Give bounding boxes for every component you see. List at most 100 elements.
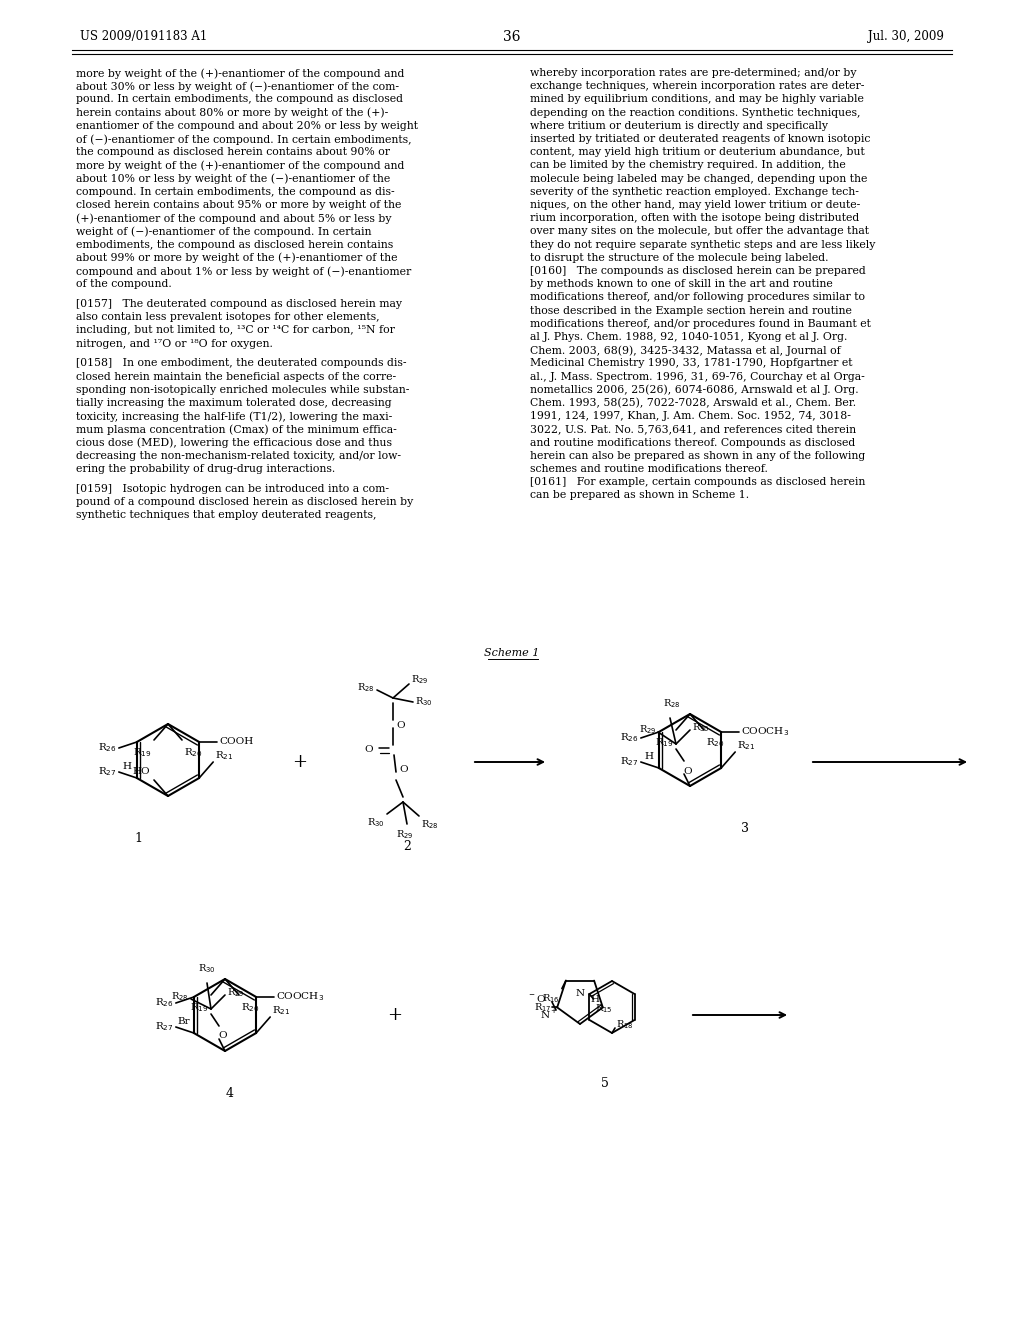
Text: R$_{21}$: R$_{21}$: [215, 750, 233, 763]
Text: Jul. 30, 2009: Jul. 30, 2009: [868, 30, 944, 44]
Text: R$_{29}$: R$_{29}$: [639, 723, 656, 737]
Text: herein contains about 80% or more by weight of the (+)-: herein contains about 80% or more by wei…: [76, 108, 388, 119]
Text: tially increasing the maximum tolerated dose, decreasing: tially increasing the maximum tolerated …: [76, 399, 391, 408]
Text: (+)-enantiomer of the compound and about 5% or less by: (+)-enantiomer of the compound and about…: [76, 214, 391, 224]
Text: by methods known to one of skill in the art and routine: by methods known to one of skill in the …: [530, 280, 833, 289]
Text: they do not require separate synthetic steps and are less likely: they do not require separate synthetic s…: [530, 240, 876, 249]
Text: al J. Phys. Chem. 1988, 92, 1040-1051, Kyong et al J. Org.: al J. Phys. Chem. 1988, 92, 1040-1051, K…: [530, 333, 848, 342]
Text: N$^+$: N$^+$: [540, 1007, 558, 1020]
Text: more by weight of the (+)-enantiomer of the compound and: more by weight of the (+)-enantiomer of …: [76, 69, 404, 79]
Text: N: N: [575, 989, 585, 998]
Text: R$_{28}$: R$_{28}$: [664, 697, 681, 710]
Text: R$_{29}$: R$_{29}$: [411, 673, 428, 686]
Text: ering the probability of drug-drug interactions.: ering the probability of drug-drug inter…: [76, 465, 335, 474]
Text: COOH: COOH: [219, 738, 253, 747]
Text: R$_{20}$: R$_{20}$: [706, 737, 725, 748]
Text: Chem. 2003, 68(9), 3425-3432, Matassa et al, Journal of: Chem. 2003, 68(9), 3425-3432, Matassa et…: [530, 346, 841, 356]
Text: R$_{20}$: R$_{20}$: [241, 1001, 260, 1014]
Text: R$_{29}$: R$_{29}$: [396, 828, 414, 841]
Text: H: H: [590, 994, 599, 1003]
Text: R$_{28}$: R$_{28}$: [421, 818, 438, 830]
Text: [0159]   Isotopic hydrogen can be introduced into a com-: [0159] Isotopic hydrogen can be introduc…: [76, 484, 389, 494]
Text: pound. In certain embodiments, the compound as disclosed: pound. In certain embodiments, the compo…: [76, 95, 403, 104]
Text: 4: 4: [226, 1086, 234, 1100]
Text: 5: 5: [601, 1077, 609, 1090]
Text: R$_{26}$: R$_{26}$: [98, 742, 117, 755]
Text: Chem. 1993, 58(25), 7022-7028, Arswald et al., Chem. Ber.: Chem. 1993, 58(25), 7022-7028, Arswald e…: [530, 399, 856, 408]
Text: R$_{18}$: R$_{18}$: [616, 1019, 634, 1031]
Text: compound and about 1% or less by weight of (−)-enantiomer: compound and about 1% or less by weight …: [76, 267, 412, 277]
Text: including, but not limited to, ¹³C or ¹⁴C for carbon, ¹⁵N for: including, but not limited to, ¹³C or ¹⁴…: [76, 326, 395, 335]
Text: of the compound.: of the compound.: [76, 280, 172, 289]
Text: closed herein contains about 95% or more by weight of the: closed herein contains about 95% or more…: [76, 201, 401, 210]
Text: of (−)-enantiomer of the compound. In certain embodiments,: of (−)-enantiomer of the compound. In ce…: [76, 135, 412, 145]
Text: schemes and routine modifications thereof.: schemes and routine modifications thereo…: [530, 465, 768, 474]
Text: weight of (−)-enantiomer of the compound. In certain: weight of (−)-enantiomer of the compound…: [76, 227, 372, 238]
Text: R$_{27}$: R$_{27}$: [98, 766, 117, 779]
Text: about 10% or less by weight of the (−)-enantiomer of the: about 10% or less by weight of the (−)-e…: [76, 174, 390, 185]
Text: R$_{27}$: R$_{27}$: [156, 1020, 174, 1034]
Text: cious dose (MED), lowering the efficacious dose and thus: cious dose (MED), lowering the efficacio…: [76, 438, 392, 449]
Text: R$_{28}$: R$_{28}$: [171, 990, 189, 1003]
Text: R$_{26}$: R$_{26}$: [621, 731, 639, 744]
Text: 1991, 124, 1997, Khan, J. Am. Chem. Soc. 1952, 74, 3018-: 1991, 124, 1997, Khan, J. Am. Chem. Soc.…: [530, 412, 851, 421]
Text: H: H: [644, 752, 653, 762]
Text: O: O: [684, 767, 692, 776]
Text: 36: 36: [503, 30, 521, 44]
Text: and routine modifications thereof. Compounds as disclosed: and routine modifications thereof. Compo…: [530, 438, 855, 447]
Text: O: O: [365, 746, 373, 755]
Text: R$_{27}$: R$_{27}$: [621, 755, 639, 768]
Text: R$_{19}$: R$_{19}$: [190, 1001, 209, 1014]
Text: [0161]   For example, certain compounds as disclosed herein: [0161] For example, certain compounds as…: [530, 478, 865, 487]
Text: the compound as disclosed herein contains about 90% or: the compound as disclosed herein contain…: [76, 148, 390, 157]
Text: US 2009/0191183 A1: US 2009/0191183 A1: [80, 30, 207, 44]
Text: R$_{26}$: R$_{26}$: [156, 997, 174, 1010]
Text: depending on the reaction conditions. Synthetic techniques,: depending on the reaction conditions. Sy…: [530, 108, 860, 117]
Text: embodiments, the compound as disclosed herein contains: embodiments, the compound as disclosed h…: [76, 240, 393, 249]
Text: inserted by tritiated or deuterated reagents of known isotopic: inserted by tritiated or deuterated reag…: [530, 135, 870, 144]
Text: R$_{21}$: R$_{21}$: [737, 739, 756, 752]
Text: R$_{30}$: R$_{30}$: [368, 816, 385, 829]
Text: compound. In certain embodiments, the compound as dis-: compound. In certain embodiments, the co…: [76, 187, 394, 197]
Text: also contain less prevalent isotopes for other elements,: also contain less prevalent isotopes for…: [76, 313, 380, 322]
Text: decreasing the non-mechanism-related toxicity, and/or low-: decreasing the non-mechanism-related tox…: [76, 451, 401, 461]
Text: synthetic techniques that employ deuterated reagents,: synthetic techniques that employ deutera…: [76, 511, 377, 520]
Text: 2: 2: [403, 840, 411, 853]
Text: content, may yield high tritium or deuterium abundance, but: content, may yield high tritium or deute…: [530, 148, 864, 157]
Text: Scheme 1: Scheme 1: [484, 648, 540, 657]
Text: molecule being labeled may be changed, depending upon the: molecule being labeled may be changed, d…: [530, 174, 867, 183]
Text: $^-$O: $^-$O: [526, 993, 546, 1003]
Text: whereby incorporation rates are pre-determined; and/or by: whereby incorporation rates are pre-dete…: [530, 69, 856, 78]
Text: modifications thereof, and/or following procedures similar to: modifications thereof, and/or following …: [530, 293, 865, 302]
Text: Br: Br: [177, 1016, 190, 1026]
Text: R$_{19}$: R$_{19}$: [133, 746, 152, 759]
Text: where tritium or deuterium is directly and specifically: where tritium or deuterium is directly a…: [530, 121, 828, 131]
Text: O: O: [399, 766, 408, 775]
Text: +: +: [293, 752, 307, 771]
Text: COOCH$_3$: COOCH$_3$: [276, 990, 325, 1003]
Text: 1: 1: [134, 832, 142, 845]
Text: [0157]   The deuterated compound as disclosed herein may: [0157] The deuterated compound as disclo…: [76, 300, 402, 309]
Text: nitrogen, and ¹⁷O or ¹⁸O for oxygen.: nitrogen, and ¹⁷O or ¹⁸O for oxygen.: [76, 339, 272, 348]
Text: nometallics 2006, 25(26), 6074-6086, Arnswald et al J. Org.: nometallics 2006, 25(26), 6074-6086, Arn…: [530, 385, 859, 396]
Text: +: +: [387, 1006, 402, 1024]
Text: COOCH$_3$: COOCH$_3$: [741, 726, 790, 738]
Text: O: O: [219, 1031, 227, 1040]
Text: R$_{28}$: R$_{28}$: [357, 681, 375, 694]
Text: R$_{19}$: R$_{19}$: [655, 737, 674, 748]
Text: herein can also be prepared as shown in any of the following: herein can also be prepared as shown in …: [530, 451, 865, 461]
Text: modifications thereof, and/or procedures found in Baumant et: modifications thereof, and/or procedures…: [530, 319, 870, 329]
Text: R$_{15}$: R$_{15}$: [596, 1002, 613, 1015]
Text: about 30% or less by weight of (−)-enantiomer of the com-: about 30% or less by weight of (−)-enant…: [76, 82, 399, 92]
Text: 3: 3: [741, 822, 749, 836]
Text: can be limited by the chemistry required. In addition, the: can be limited by the chemistry required…: [530, 161, 846, 170]
Text: niques, on the other hand, may yield lower tritium or deute-: niques, on the other hand, may yield low…: [530, 201, 860, 210]
Text: al., J. Mass. Spectrom. 1996, 31, 69-76, Courchay et al Orga-: al., J. Mass. Spectrom. 1996, 31, 69-76,…: [530, 372, 864, 381]
Text: rium incorporation, often with the isotope being distributed: rium incorporation, often with the isoto…: [530, 214, 859, 223]
Text: R$_{17}$: R$_{17}$: [534, 1001, 551, 1014]
Text: HO: HO: [132, 767, 150, 776]
Text: mined by equilibrium conditions, and may be highly variable: mined by equilibrium conditions, and may…: [530, 95, 864, 104]
Text: enantiomer of the compound and about 20% or less by weight: enantiomer of the compound and about 20%…: [76, 121, 418, 131]
Text: R$_{30}$: R$_{30}$: [415, 696, 433, 709]
Text: over many sites on the molecule, but offer the advantage that: over many sites on the molecule, but off…: [530, 227, 869, 236]
